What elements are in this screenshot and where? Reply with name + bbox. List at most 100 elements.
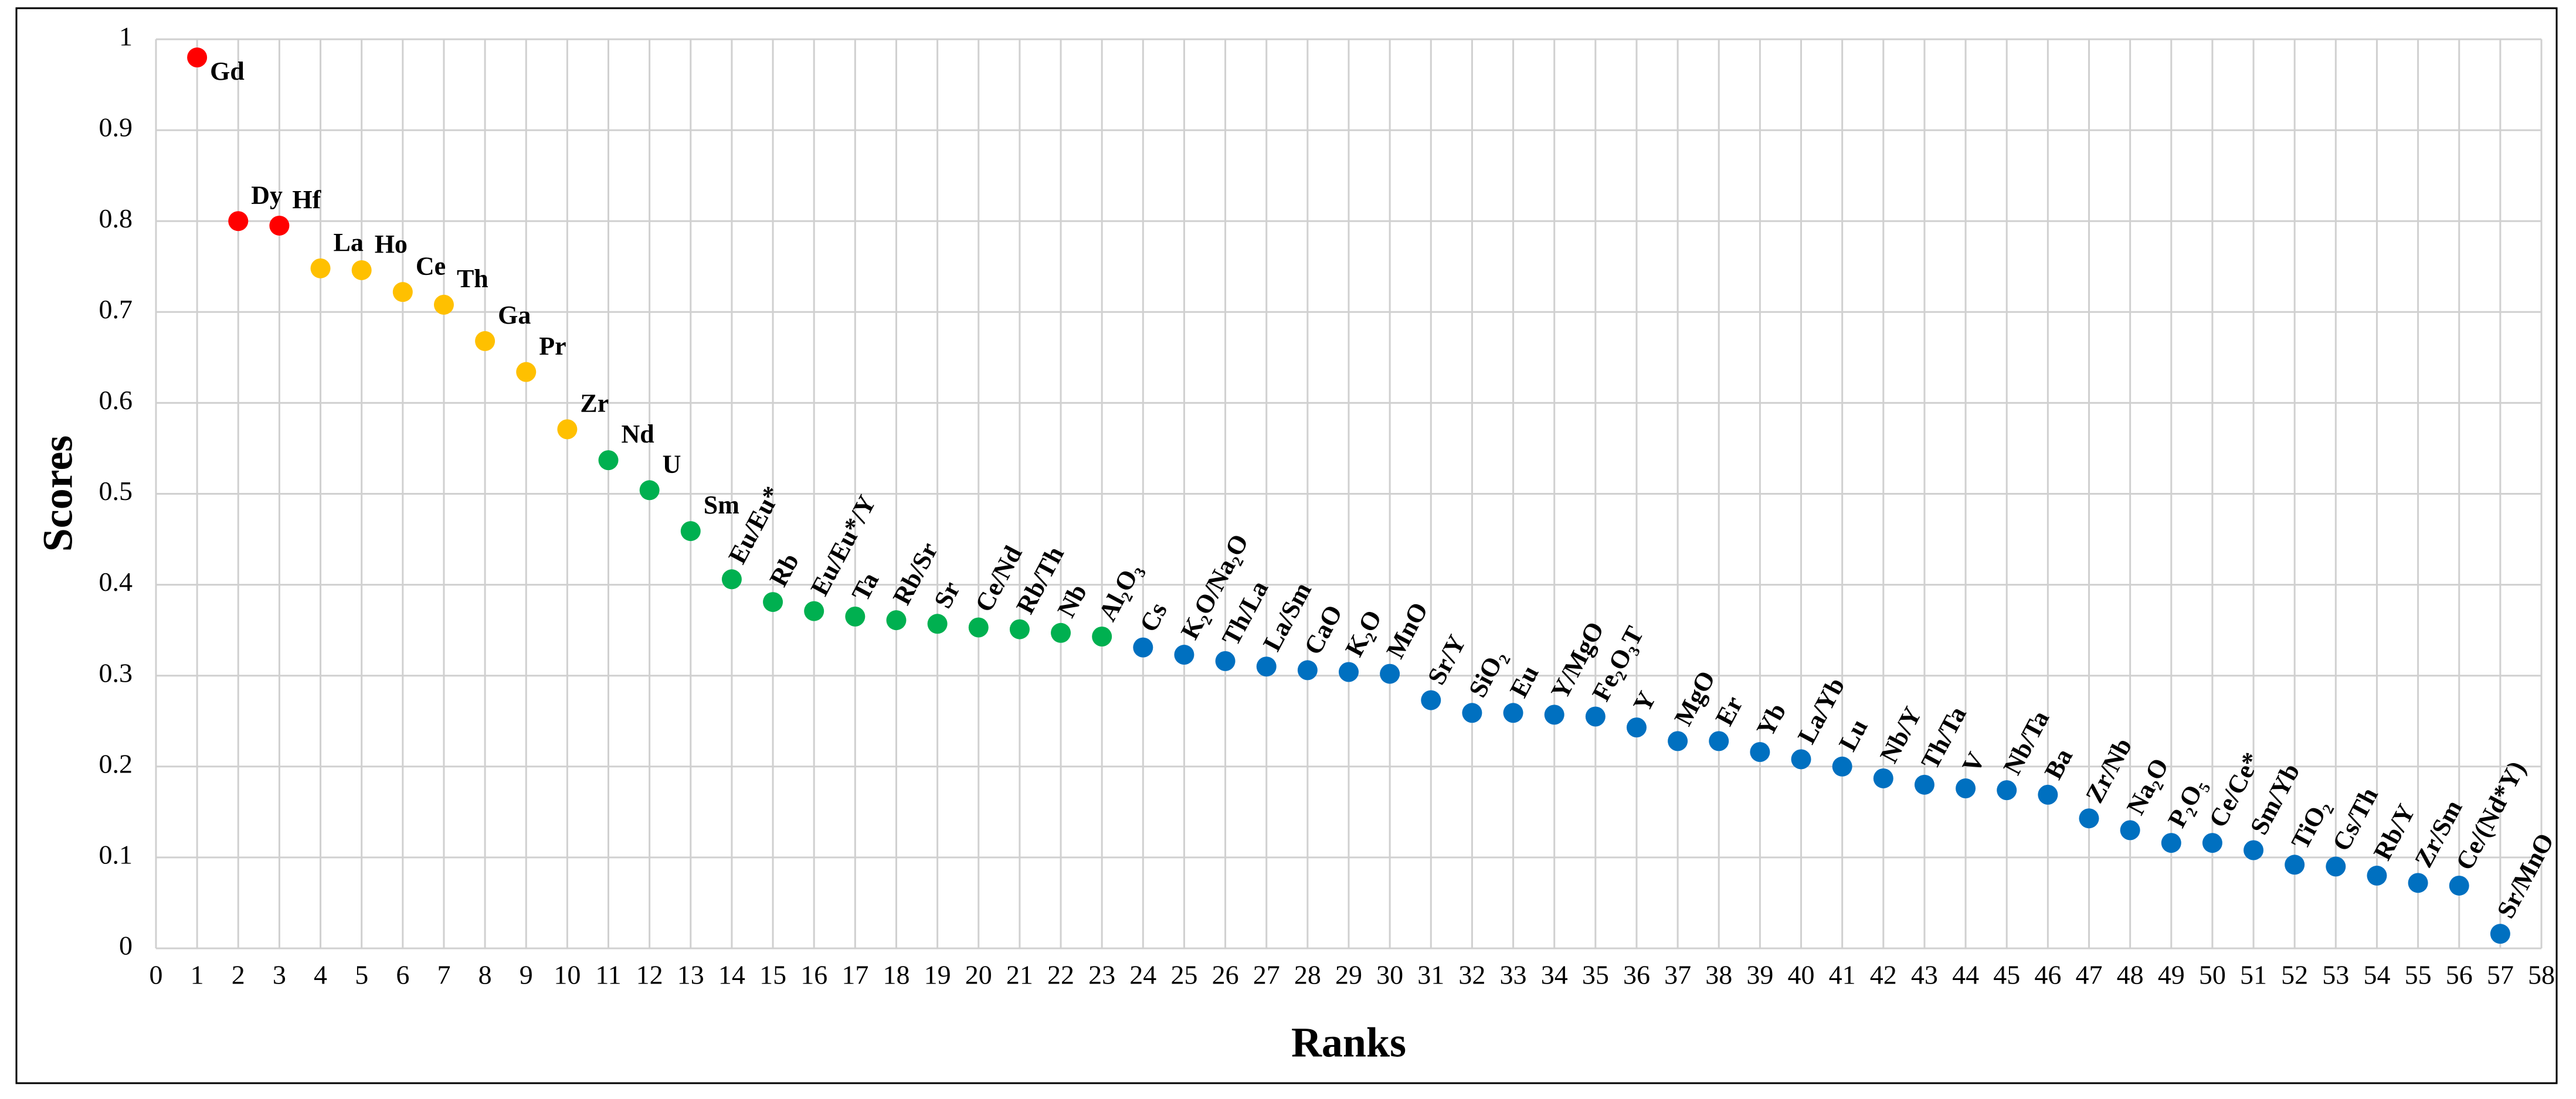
x-tick-label: 39 [1746,960,1773,990]
point [1051,622,1071,643]
x-tick-label: 41 [1829,960,1856,990]
frame [15,7,2558,1084]
point [680,521,701,542]
y-tick-label: 0.9 [99,113,133,142]
point-label: Yb [1751,699,1792,741]
point [516,362,537,382]
x-tick-label: 13 [677,960,704,990]
x-tick-label: 8 [478,960,492,990]
y-tick-label: 0.8 [99,203,133,233]
point [1873,768,1893,788]
x-tick-label: 15 [759,960,786,990]
point [1174,645,1194,665]
point [845,606,866,627]
point-label: Sr/MnO [2491,828,2560,923]
x-tick-label: 9 [520,960,533,990]
x-tick-label: 24 [1129,960,1156,990]
point-label: TiO₂ [2286,795,2336,854]
x-tick-label: 23 [1088,960,1115,990]
x-tick-label: 40 [1788,960,1815,990]
point [1503,703,1523,723]
point [598,450,619,471]
point [2490,924,2510,944]
point [763,592,783,613]
x-tick-label: 52 [2281,960,2308,990]
x-tick-label: 46 [2034,960,2061,990]
point [1009,619,1030,639]
x-tick-label: 34 [1541,960,1568,990]
x-tick-label: 36 [1623,960,1650,990]
point [1092,627,1112,647]
point-label: Y [1627,686,1661,716]
x-tick-label: 4 [314,960,327,990]
y-tick-label: 0.7 [99,294,133,324]
x-tick-label: 6 [396,960,409,990]
x-tick-label: 31 [1417,960,1444,990]
point [2161,833,2181,853]
x-tick-label: 33 [1500,960,1527,990]
x-axis-title: Ranks [1291,1019,1406,1066]
point-label: Eu [1504,661,1545,702]
x-tick-label: 16 [800,960,827,990]
y-axis-title: Scores [35,435,82,552]
point [1256,656,1277,677]
y-tick-label: 0 [119,931,133,961]
y-tick-label: 0.1 [99,839,133,869]
point [475,331,495,351]
x-tick-label: 3 [273,960,286,990]
x-tick-label: 57 [2487,960,2514,990]
x-tick-label: 58 [2528,960,2555,990]
x-tick-label: 21 [1006,960,1033,990]
x-tick-label: 37 [1664,960,1691,990]
point [392,282,413,302]
point [1709,731,1729,751]
x-tick-label: 20 [965,960,992,990]
point [2367,865,2387,886]
point [639,480,660,501]
y-tick-label: 0.6 [99,385,133,415]
point-label: Zr [580,389,609,417]
point-label: Dy [251,181,283,209]
x-tick-label: 19 [924,960,951,990]
x-tick-label: 2 [232,960,245,990]
point [2408,873,2428,893]
point [1462,703,1482,723]
x-tick-label: 5 [355,960,368,990]
point [1832,756,1852,777]
x-tick-label: 45 [1993,960,2020,990]
point-label: Ba [2039,744,2078,784]
point [886,610,907,631]
y-tick-label: 0.2 [99,748,133,778]
point-label: Ce [416,251,446,280]
point-label: Nd [622,420,654,448]
point [1997,780,2017,801]
point [2285,855,2305,875]
point [2326,856,2346,877]
point-label: Ho [375,230,408,258]
x-tick-label: 1 [191,960,204,990]
point [1133,637,1153,658]
y-tick-label: 1 [119,22,133,52]
x-tick-label: 22 [1047,960,1074,990]
point [1791,749,1811,770]
point-label: Lu [1833,714,1874,756]
point-label: Na₂O [2121,753,2174,819]
point [1421,690,1441,710]
x-tick-label: 18 [883,960,909,990]
y-tick-label: 0.3 [99,658,133,688]
x-tick-label: 7 [437,960,450,990]
point [351,260,372,280]
x-tick-label: 12 [636,960,663,990]
point [927,614,948,634]
point-label: Sr/Y [1422,630,1472,689]
x-tick-label: 30 [1376,960,1403,990]
x-tick-label: 50 [2199,960,2226,990]
point [1585,706,1606,727]
x-tick-label: 44 [1952,960,1979,990]
point [2449,875,2469,896]
x-tick-label: 29 [1335,960,1362,990]
point-label: P₂O₅ [2162,773,2211,832]
point [1380,664,1400,684]
point-label: Er [1710,692,1749,730]
x-tick-label: 28 [1294,960,1321,990]
